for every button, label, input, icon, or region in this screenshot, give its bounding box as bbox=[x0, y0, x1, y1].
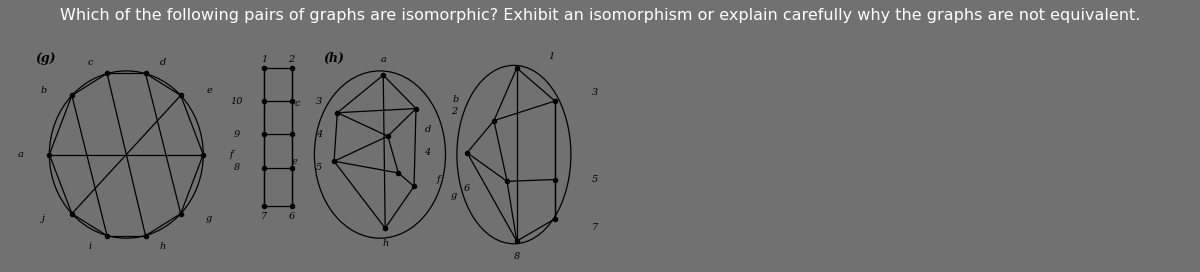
Text: 7: 7 bbox=[262, 212, 268, 221]
Text: h: h bbox=[382, 239, 389, 248]
Text: b: b bbox=[452, 95, 460, 104]
Text: 3: 3 bbox=[316, 97, 322, 106]
Text: 10: 10 bbox=[230, 97, 244, 106]
Text: f: f bbox=[437, 175, 440, 184]
Text: b: b bbox=[41, 86, 47, 95]
Text: c: c bbox=[295, 99, 300, 108]
Text: 6: 6 bbox=[464, 184, 470, 193]
Text: f: f bbox=[230, 150, 234, 159]
Text: g: g bbox=[451, 191, 457, 200]
Text: (g): (g) bbox=[35, 52, 55, 65]
Text: a: a bbox=[18, 150, 24, 159]
Text: 4: 4 bbox=[316, 130, 322, 139]
Text: 3: 3 bbox=[592, 88, 598, 97]
Text: a: a bbox=[380, 55, 386, 64]
Text: 2: 2 bbox=[451, 107, 457, 116]
Text: 9: 9 bbox=[234, 130, 240, 139]
Text: c: c bbox=[88, 58, 92, 67]
Text: i: i bbox=[89, 242, 91, 251]
Text: d: d bbox=[425, 125, 431, 134]
Text: (h): (h) bbox=[323, 52, 344, 65]
Text: Which of the following pairs of graphs are isomorphic? Exhibit an isomorphism or: Which of the following pairs of graphs a… bbox=[60, 8, 1140, 23]
Text: g: g bbox=[206, 214, 212, 223]
Text: 6: 6 bbox=[288, 212, 295, 221]
Text: 1: 1 bbox=[548, 52, 554, 61]
Text: 5: 5 bbox=[316, 163, 322, 172]
Text: d: d bbox=[160, 58, 166, 67]
Text: e: e bbox=[292, 157, 298, 166]
Text: 5: 5 bbox=[592, 175, 598, 184]
Text: h: h bbox=[160, 242, 166, 251]
Text: e: e bbox=[206, 86, 212, 95]
Text: j: j bbox=[42, 214, 44, 223]
Text: 1: 1 bbox=[262, 55, 268, 64]
Text: 8: 8 bbox=[234, 163, 240, 172]
Text: 8: 8 bbox=[514, 252, 520, 261]
Text: 4: 4 bbox=[424, 148, 431, 157]
Text: 7: 7 bbox=[592, 223, 598, 232]
Text: 2: 2 bbox=[288, 55, 295, 64]
